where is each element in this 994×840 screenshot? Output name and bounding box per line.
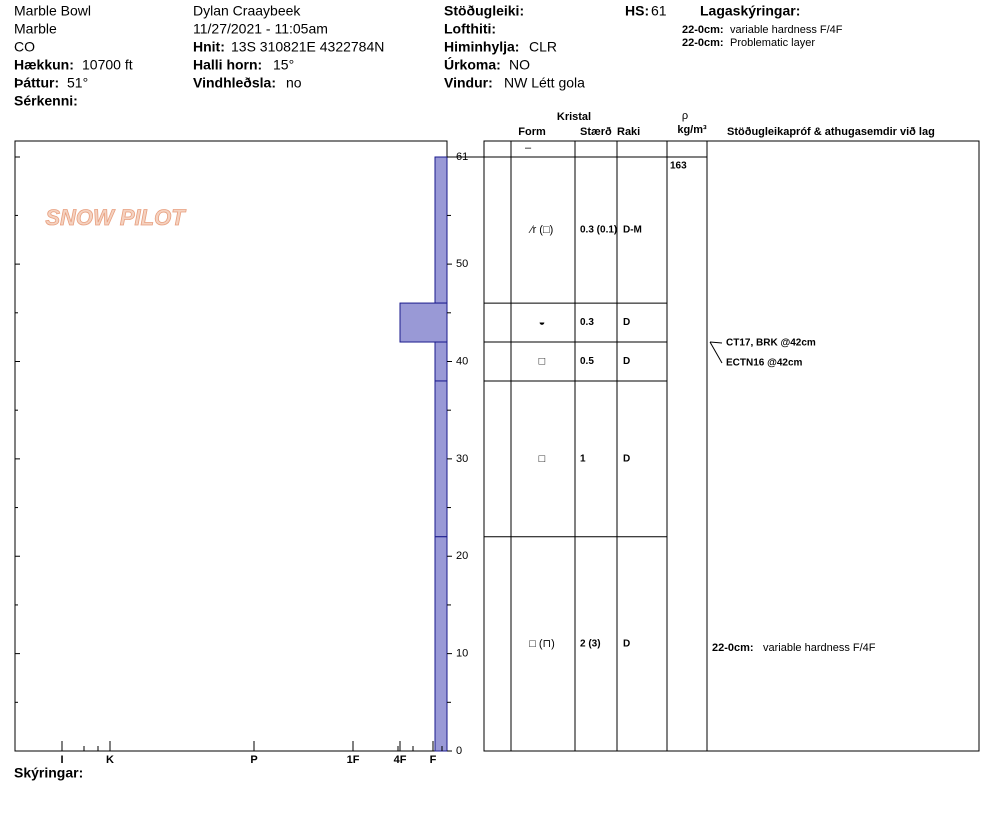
legend-text: Problematic layer: [730, 37, 815, 49]
hardness-bar: [434, 156, 448, 304]
test-result: ECTN16 @42cm: [726, 358, 803, 369]
hardness-bar: [434, 341, 448, 382]
sky-label: Himinhylja:: [444, 39, 519, 55]
legend-text: variable hardness F/4F: [730, 24, 843, 36]
elevation-value: 10700 ft: [82, 57, 133, 73]
coords-value: 13S 310821E 4322784N: [231, 39, 384, 55]
comment-range: 22-0cm:: [712, 642, 754, 654]
hardness-label: 4F: [394, 754, 407, 766]
datetime: 11/27/2021 - 11:05am: [193, 21, 328, 37]
logo: SNOW PILOT: [45, 205, 186, 230]
grain-form: □: [539, 453, 546, 465]
coords-label: Hnit:: [193, 39, 225, 55]
hardness-label: P: [250, 754, 257, 766]
moisture: D: [623, 317, 630, 328]
sky-value: CLR: [529, 39, 557, 55]
col-comments: Stöðugleikapróf & athugasemdir við lag: [727, 126, 935, 138]
slope-label: Halli horn:: [193, 57, 262, 73]
grain-size: 1: [580, 454, 586, 465]
grain-size: 0.3: [580, 317, 594, 328]
moisture: D: [623, 639, 630, 650]
location: CO: [14, 39, 35, 55]
hs-label: HS:: [625, 3, 649, 19]
air-temp-label: Lofthiti:: [444, 21, 496, 37]
legend-range: 22-0cm:: [682, 37, 724, 49]
comment-text: variable hardness F/4F: [763, 642, 876, 654]
wind-value: NW Létt gola: [504, 75, 585, 91]
hs-value: 61: [651, 3, 667, 19]
location: Marble: [14, 21, 57, 37]
col-moisture: Raki: [617, 126, 640, 138]
grain-form: □: [539, 355, 546, 367]
aspect-value: 51°: [67, 75, 88, 91]
grain-size: 0.3 (0.1): [580, 225, 617, 236]
hardness-label: F: [430, 754, 437, 766]
col-density: kg/m³: [677, 124, 707, 136]
height-tick-label: 40: [456, 355, 468, 367]
hardness-label: 1F: [347, 754, 360, 766]
aspect-label: Þáttur:: [14, 75, 59, 91]
height-tick-label: 30: [456, 453, 468, 465]
density: 163: [670, 161, 687, 172]
precip-value: NO: [509, 57, 530, 73]
hardness-bar: [434, 536, 448, 752]
col-crystal: Kristal: [557, 111, 591, 123]
test-arrow: [709, 341, 723, 344]
location: Marble Bowl: [14, 3, 91, 19]
moisture: D: [623, 356, 630, 367]
elevation-label: Hækkun:: [14, 57, 74, 73]
height-tick-label: 0: [456, 745, 462, 757]
wind-loading-value: no: [286, 75, 302, 91]
wind-loading-label: Vindhleðsla:: [193, 75, 276, 91]
test-result: CT17, BRK @42cm: [726, 338, 816, 349]
height-tick-label: 20: [456, 550, 468, 562]
height-tick-label: 10: [456, 648, 468, 660]
hardness-label: I: [60, 754, 63, 766]
legend-title: Lagaskýringar:: [700, 3, 800, 19]
moisture: D-M: [623, 225, 642, 236]
moisture: D: [623, 454, 630, 465]
grain-form: ⁄r (□): [528, 224, 554, 236]
precip-label: Úrkoma:: [444, 56, 501, 73]
features-label: Sérkenni:: [14, 93, 78, 109]
grain-form: ◒: [539, 316, 546, 328]
hardness-frame: [14, 140, 448, 752]
grain-size: 0.5: [580, 356, 594, 367]
stability-label: Stöðugleiki:: [444, 3, 524, 19]
hardness-bar: [434, 380, 448, 538]
wind-label: Vindur:: [444, 75, 493, 91]
col-rho: ρ: [682, 110, 688, 122]
surface-form: –: [525, 142, 532, 154]
grain-form: □ (⊓): [529, 638, 555, 650]
grain-size: 2 (3): [580, 639, 601, 650]
height-tick-label: 50: [456, 258, 468, 270]
col-form: Form: [518, 126, 546, 138]
col-size: Stærð: [580, 126, 612, 138]
observer: Dylan Craaybeek: [193, 3, 301, 19]
footer: Skýringar:: [14, 765, 83, 781]
slope-value: 15°: [273, 57, 294, 73]
hardness-bar: [399, 302, 448, 343]
legend-range: 22-0cm:: [682, 24, 724, 36]
hardness-label: K: [106, 754, 114, 766]
table-frame: [483, 140, 980, 752]
test-arrow: [709, 341, 723, 364]
